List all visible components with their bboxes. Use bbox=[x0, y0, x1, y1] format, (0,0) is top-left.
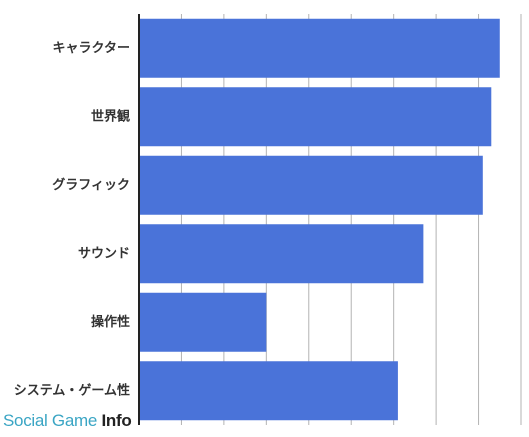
watermark-logo: Social Game Info bbox=[3, 411, 132, 431]
category-label-2: グラフィック bbox=[52, 177, 130, 193]
category-label-1: 世界観 bbox=[91, 108, 130, 124]
bar-2 bbox=[139, 155, 483, 215]
category-label-0: キャラクター bbox=[53, 41, 130, 56]
bar-0 bbox=[139, 18, 500, 78]
bars bbox=[139, 18, 500, 421]
bar-4 bbox=[139, 292, 267, 352]
watermark-info: Info bbox=[101, 411, 132, 430]
watermark-social-game: Social Game bbox=[3, 411, 102, 430]
category-label-5: システム・ゲーム性 bbox=[14, 382, 130, 398]
category-label-4: 操作性 bbox=[91, 314, 130, 330]
grid-lines bbox=[180, 14, 522, 425]
bar-1 bbox=[139, 87, 492, 147]
bar-3 bbox=[139, 224, 424, 284]
bar-5 bbox=[139, 361, 398, 421]
category-label-3: サウンド bbox=[78, 246, 130, 261]
